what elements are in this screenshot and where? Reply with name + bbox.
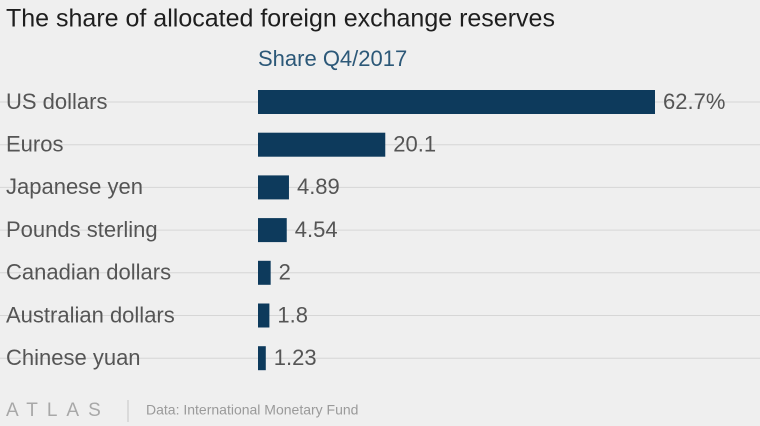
bar: [258, 303, 270, 328]
value-label: 1.8: [277, 302, 308, 327]
category-label: Japanese yen: [6, 174, 143, 199]
category-label: Canadian dollars: [6, 260, 171, 285]
source: Data: International Monetary Fund: [146, 402, 358, 418]
bar: [258, 346, 266, 371]
bar: [258, 90, 655, 114]
value-label: 1.23: [274, 345, 317, 370]
chart-subtitle: Share Q4/2017: [258, 46, 407, 71]
chart-title: The share of allocated foreign exchange …: [6, 5, 555, 33]
category-label: Pounds sterling: [6, 217, 158, 242]
category-label: Chinese yuan: [6, 345, 141, 370]
value-label: 2: [279, 260, 291, 285]
bar: [258, 132, 386, 157]
bar: [258, 260, 271, 285]
bar: [258, 218, 287, 243]
bar: [258, 175, 289, 200]
value-label: 62.7%: [663, 89, 725, 114]
value-label: 4.89: [297, 174, 340, 199]
category-label: Euros: [6, 132, 63, 157]
category-label: US dollars: [6, 89, 107, 114]
value-label: 4.54: [295, 217, 338, 242]
value-label: 20.1: [393, 132, 436, 157]
category-label: Australian dollars: [6, 302, 175, 327]
logo: ATLAS: [6, 400, 110, 421]
